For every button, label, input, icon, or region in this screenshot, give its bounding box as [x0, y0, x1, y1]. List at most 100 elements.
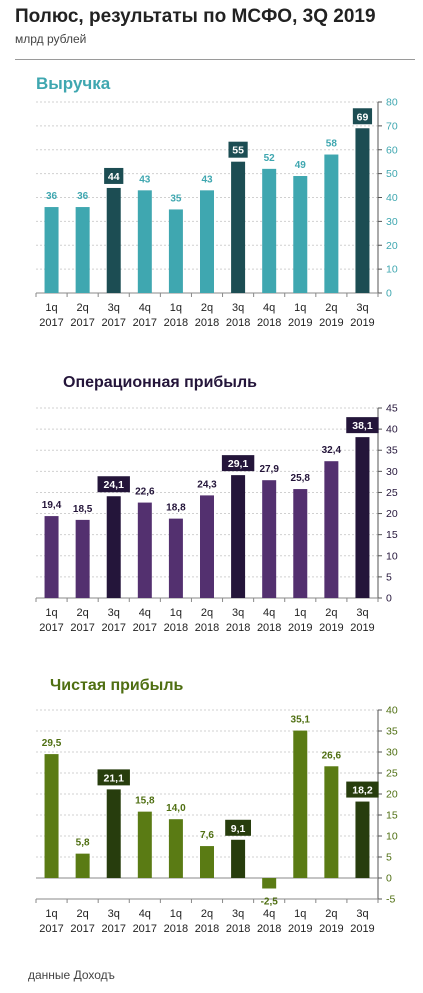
op-profit-bar: [44, 516, 59, 598]
revenue-bar: [168, 209, 183, 293]
net-profit-value-label: 5,8: [76, 838, 90, 849]
op-profit-value-label-box: [221, 455, 255, 472]
revenue-value-label: 55: [232, 145, 244, 157]
revenue-y-tick-label: 10: [386, 264, 398, 276]
op-profit-bar: [324, 461, 339, 598]
net-profit-value-label-box: [97, 769, 130, 786]
source-note: данные Доходъ: [28, 968, 115, 982]
revenue-x-tick-label: 3q: [108, 302, 120, 314]
revenue-value-label-box: [104, 167, 124, 184]
net-profit-y-tick-label: 30: [386, 747, 398, 759]
op-profit-value-label: 25,8: [291, 473, 311, 484]
op-profit-value-label: 19,4: [42, 500, 62, 511]
op-profit-y-tick-label: 30: [386, 466, 398, 478]
net-profit-bar: [262, 878, 277, 889]
op-profit-y-tick-label: 5: [386, 571, 392, 583]
net-profit-y-tick-label: 0: [386, 873, 392, 885]
net-profit-bar: [137, 811, 152, 878]
revenue-x-tick-label: 3q: [356, 302, 368, 314]
net-profit-value-label: 29,5: [42, 738, 62, 749]
revenue-x-tick-label: 2018: [257, 317, 281, 329]
revenue-bar: [324, 154, 339, 293]
revenue-value-label-box: [352, 108, 373, 125]
op-profit-x-tick-label: 4q: [139, 607, 151, 619]
op-profit-y-tick-label: 35: [386, 445, 398, 457]
net-profit-y-tick-label: 5: [386, 852, 392, 864]
net-profit-value-label-box: [225, 819, 251, 836]
revenue-x-tick-label: 2q: [325, 302, 337, 314]
op-profit-x-tick-label: 4q: [263, 607, 275, 619]
op-profit-x-tick-label: 2018: [195, 622, 219, 634]
net-profit-value-label: 35,1: [291, 715, 311, 726]
title-divider: [15, 59, 415, 60]
op-profit-x-tick-label: 2017: [70, 622, 94, 634]
op-profit-bar: [262, 480, 277, 598]
op-profit-value-label: 18,8: [166, 503, 186, 514]
net-profit-x-tick-label: 2018: [164, 923, 188, 935]
revenue-x-tick-label: 2017: [39, 317, 63, 329]
op-profit-x-tick-label: 3q: [232, 607, 244, 619]
op-profit-y-tick-label: 20: [386, 508, 398, 520]
revenue-bar: [355, 128, 370, 293]
op-profit-x-tick-label: 2018: [164, 622, 188, 634]
op-profit-x-tick-label: 2017: [133, 622, 157, 634]
op-profit-y-tick-label: 15: [386, 529, 398, 541]
op-profit-x-tick-label: 1q: [294, 607, 306, 619]
revenue-value-label: 44: [108, 171, 120, 183]
revenue-value-label: 43: [139, 174, 151, 185]
net-profit-x-tick-label: 2017: [101, 923, 125, 935]
net-profit-x-tick-label: 1q: [170, 908, 182, 920]
op-profit-title: Операционная прибыль: [63, 374, 257, 391]
revenue-x-tick-label: 2q: [201, 302, 213, 314]
revenue-value-label: 52: [264, 153, 276, 164]
net-profit-y-tick-label: 20: [386, 789, 398, 801]
op-profit-x-tick-label: 2017: [39, 622, 63, 634]
revenue-x-tick-label: 1q: [45, 302, 57, 314]
revenue-value-label: 49: [295, 160, 307, 171]
revenue-bar: [262, 168, 277, 293]
revenue-value-label: 35: [170, 193, 182, 204]
net-profit-bar: [44, 754, 59, 878]
net-profit-value-label: 9,1: [231, 823, 246, 835]
net-profit-x-tick-label: 2017: [133, 923, 157, 935]
page-title: Полюс, результаты по МСФО, 3Q 2019: [15, 6, 376, 27]
op-profit-value-label: 22,6: [135, 487, 155, 498]
op-profit-bar: [200, 495, 214, 598]
op-profit-value-label: 27,9: [259, 464, 279, 475]
op-profit-bar: [106, 496, 121, 598]
revenue-x-tick-label: 2019: [319, 317, 343, 329]
revenue-value-label: 69: [357, 111, 369, 123]
revenue-value-label: 58: [326, 139, 338, 150]
net-profit-bar: [75, 853, 90, 878]
op-profit-bar: [137, 502, 152, 598]
revenue-y-tick-label: 40: [386, 192, 398, 204]
revenue-value-label: 43: [201, 174, 213, 185]
revenue-y-tick-label: 30: [386, 216, 398, 228]
revenue-value-label-box: [228, 141, 248, 158]
net-profit-x-tick-label: 2019: [350, 923, 374, 935]
net-profit-x-tick-label: 2018: [195, 923, 219, 935]
net-profit-x-tick-label: 1q: [294, 908, 306, 920]
op-profit-x-tick-label: 2018: [226, 622, 250, 634]
revenue-y-tick-label: 70: [386, 120, 398, 132]
revenue-value-label: 36: [77, 191, 89, 202]
op-profit-x-tick-label: 2q: [325, 607, 337, 619]
net-profit-value-label: -2,5: [261, 897, 279, 908]
net-profit-x-tick-label: 3q: [108, 908, 120, 920]
revenue-y-tick-label: 50: [386, 168, 398, 180]
op-profit-value-label: 29,1: [228, 458, 249, 470]
operating-profit-chart: Операционная прибыль 0 5 10 15 20 25 30 35 40 45 19…: [35, 374, 398, 634]
net-profit-x-tick-label: 2019: [319, 923, 343, 935]
net-profit-bar: [293, 730, 308, 878]
net-profit-bar: [168, 819, 183, 878]
revenue-bar: [200, 190, 214, 293]
revenue-x-tick-label: 1q: [170, 302, 182, 314]
revenue-title: Выручка: [36, 74, 111, 93]
op-profit-value-label-box: [346, 417, 379, 434]
net-profit-x-tick-label: 2018: [257, 923, 281, 935]
net-profit-bar: [355, 801, 370, 878]
op-profit-value-label: 24,1: [104, 479, 125, 491]
revenue-y-tick-label: 60: [386, 144, 398, 156]
revenue-bar: [106, 187, 121, 293]
net-profit-value-label: 21,1: [104, 772, 125, 784]
